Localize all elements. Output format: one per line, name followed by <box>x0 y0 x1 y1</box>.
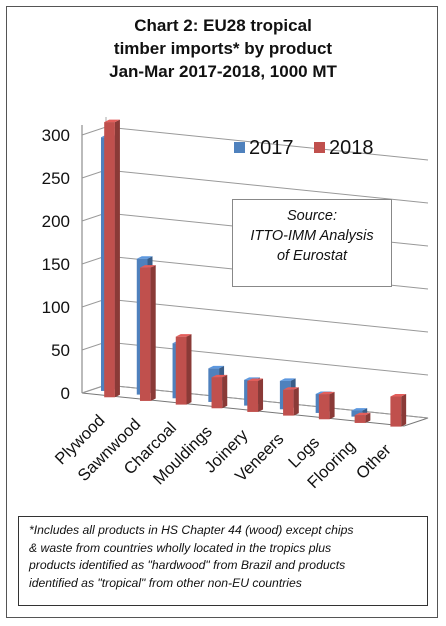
footnote-line-4: identified as "tropical" from other non-… <box>29 575 302 590</box>
y-tick-labels: 0 50 100 150 200 250 300 <box>42 126 70 403</box>
bar-2018-flooring <box>354 412 371 423</box>
bar-2018-mouldings <box>211 374 228 409</box>
title-line-2: timber imports* by product <box>113 39 333 58</box>
bar-2018-logs <box>318 391 335 420</box>
y-tick-label: 0 <box>61 384 70 403</box>
x-tick-label: Other <box>353 441 395 483</box>
title-line-3: Jan-Mar 2017-2018, 1000 MT <box>109 62 337 81</box>
bars <box>101 119 407 427</box>
footnote-line-2: & waste from countries wholly located in… <box>29 540 332 555</box>
footnote-line-3: products identified as "hardwood" from B… <box>29 558 346 572</box>
y-tick-label: 50 <box>51 341 70 360</box>
y-tick-label: 300 <box>42 126 70 145</box>
footnote-box: *Includes all products in HS Chapter 44 … <box>18 516 428 606</box>
y-tick-label: 150 <box>42 255 70 274</box>
y-tick-label: 200 <box>42 212 70 231</box>
y-tick-label: 100 <box>42 298 70 317</box>
footnote-line-1: *Includes all products in HS Chapter 44 … <box>29 523 354 537</box>
legend-label-2017: 2017 <box>249 137 294 159</box>
source-line-1: Source: <box>287 208 337 224</box>
bar-2018-sawnwood <box>139 265 156 401</box>
bar-2018-veneers <box>283 387 299 416</box>
legend-swatch-2018 <box>314 142 325 153</box>
chart-title: Chart 2: EU28 tropical timber imports* b… <box>0 14 446 83</box>
source-box: Source: ITTO-IMM Analysis of Eurostat <box>232 199 392 287</box>
bar-2018-charcoal <box>175 334 192 405</box>
source-line-3: of Eurostat <box>276 248 348 264</box>
legend: 2017 2018 <box>234 137 374 159</box>
title-line-1: Chart 2: EU28 tropical <box>134 16 312 35</box>
legend-label-2018: 2018 <box>329 137 374 159</box>
legend-swatch-2017 <box>234 142 245 153</box>
y-tick-label: 250 <box>42 169 70 188</box>
gridline-50 <box>81 341 429 376</box>
source-line-2: ITTO-IMM Analysis <box>250 228 374 244</box>
bar-2018-joinery <box>247 378 264 412</box>
bar-2018-other <box>390 394 407 427</box>
bar-2018-plywood <box>104 119 120 398</box>
x-tick-labels: PlywoodSawnwoodCharcoalMouldingsJoineryV… <box>52 412 395 493</box>
gridline-100 <box>81 298 429 333</box>
